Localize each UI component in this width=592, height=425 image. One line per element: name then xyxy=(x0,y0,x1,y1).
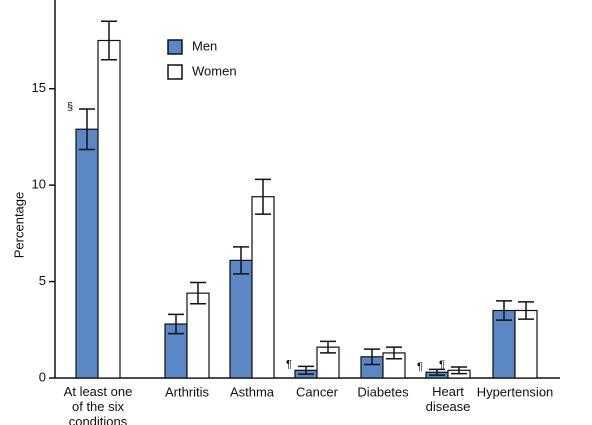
legend-label: Men xyxy=(192,38,217,53)
bar xyxy=(229,259,253,379)
note-marker: § xyxy=(67,101,73,113)
x-tick-label: Heart disease xyxy=(426,384,471,414)
y-tick-label: 0 xyxy=(39,369,46,384)
error-bar xyxy=(168,313,184,335)
x-tick-label: Asthma xyxy=(230,384,275,399)
error-bar xyxy=(190,281,206,305)
y-axis-label: Percentage xyxy=(11,192,26,259)
error-bar xyxy=(320,340,336,354)
error-bar xyxy=(79,108,95,151)
error-bar xyxy=(233,246,249,275)
note-marker: ¶ xyxy=(286,358,292,370)
x-tick-label: At least one of the six conditions xyxy=(64,384,133,425)
y-tick-label: 15 xyxy=(32,80,46,95)
x-tick-label: Arthritis xyxy=(165,384,210,399)
error-bar xyxy=(364,348,380,366)
y-tick-label: 10 xyxy=(32,177,46,192)
bar xyxy=(75,128,99,379)
bar xyxy=(251,196,275,379)
x-tick-label: Hypertension xyxy=(477,384,554,399)
bar xyxy=(97,39,121,379)
x-tick-label: Diabetes xyxy=(357,384,409,399)
error-bar xyxy=(255,178,271,215)
legend-label: Women xyxy=(192,63,237,78)
error-bar xyxy=(101,20,117,61)
y-tick-label: 5 xyxy=(39,273,46,288)
note-marker: ¶ xyxy=(417,361,423,373)
error-bar xyxy=(298,365,314,375)
legend-swatch xyxy=(167,64,183,80)
bar xyxy=(186,292,210,379)
note-marker: ¶ xyxy=(439,359,445,371)
x-tick-label: Cancer xyxy=(296,384,339,399)
error-bar xyxy=(386,346,402,360)
bar xyxy=(514,309,538,379)
error-bar xyxy=(518,301,534,320)
error-bar xyxy=(429,368,445,376)
error-bar xyxy=(451,366,467,375)
error-bar xyxy=(496,300,512,321)
legend-swatch xyxy=(167,39,183,55)
